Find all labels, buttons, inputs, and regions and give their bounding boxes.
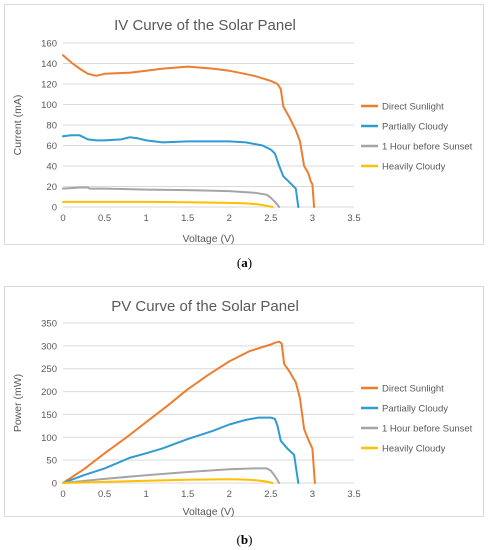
caption-a-letter: a <box>241 255 248 270</box>
caption-b-close: ) <box>248 532 253 547</box>
caption-b-open: ( <box>236 532 241 547</box>
pv-chart-title: PV Curve of the Solar Panel <box>111 298 299 315</box>
iv-y-tick-label: 20 <box>46 182 57 193</box>
iv-y-tick-label: 140 <box>41 59 57 70</box>
pv-x-tick-label: 0.5 <box>98 489 111 500</box>
caption-a-open: ( <box>236 255 242 270</box>
iv-legend-label: Direct Sunlight <box>382 102 444 113</box>
pv-y-tick-label: 200 <box>41 387 57 398</box>
pv-series-line-1-hour-before-sunset <box>62 467 281 484</box>
iv-y-tick-label: 80 <box>46 121 57 132</box>
pv-chart-panel: PV Curve of the Solar Panel 0 50 100 150 200 2… <box>4 286 484 518</box>
pv-legend-label: Direct Sunlight <box>382 384 444 395</box>
iv-chart-panel: IV Curve of the Solar Panel 0 20 40 60 80 100 1… <box>4 4 484 245</box>
caption-a: (a) <box>0 255 489 271</box>
iv-chart-svg: IV Curve of the Solar Panel0204060801001… <box>12 17 473 245</box>
iv-y-tick-label: 0 <box>52 203 57 214</box>
iv-legend-label: Partially Cloudy <box>382 122 448 133</box>
iv-series-line-1-hour-before-sunset <box>62 186 281 208</box>
pv-x-tick-label: 0 <box>60 489 65 500</box>
iv-y-tick-label: 60 <box>46 141 57 152</box>
iv-x-tick-label: 0 <box>60 213 65 224</box>
iv-y-tick-label: 100 <box>41 100 57 111</box>
pv-y-tick-label: 100 <box>41 433 57 444</box>
pv-legend-label: Heavily Cloudy <box>382 444 446 455</box>
iv-x-tick-label: 2.5 <box>264 213 277 224</box>
pv-y-tick-label: 150 <box>41 410 57 421</box>
pv-x-tick-label: 3.5 <box>347 489 360 500</box>
pv-chart-svg: PV Curve of the Solar Panel 0 50 100 150 200 2… <box>12 298 473 518</box>
pv-x-tick-label: 2 <box>227 489 232 500</box>
pv-x-axis-title: Voltage (V) <box>183 506 235 518</box>
caption-b-letter: b <box>240 532 249 547</box>
iv-series-line-partially-cloudy <box>62 134 300 208</box>
iv-x-tick-label: 3.5 <box>347 213 360 224</box>
iv-y-axis-title: Current (mA) <box>12 95 24 156</box>
pv-y-tick-label: 0 <box>52 479 57 490</box>
pv-legend-label: 1 Hour before Sunset <box>382 424 473 435</box>
iv-y-tick-label: 120 <box>41 80 57 91</box>
pv-series-line-partially-cloudy <box>62 416 300 484</box>
iv-x-tick-label: 0.5 <box>98 213 111 224</box>
caption-a-close: ) <box>247 255 253 270</box>
iv-x-tick-label: 2 <box>227 213 232 224</box>
iv-y-tick-label: 160 <box>41 39 57 50</box>
pv-series-line-heavily-cloudy <box>62 478 274 484</box>
pv-legend-label: Partially Cloudy <box>382 404 448 415</box>
pv-y-axis-title: Power (mW) <box>12 374 24 432</box>
pv-y-tick-label: 250 <box>41 364 57 375</box>
iv-chart-title: IV Curve of the Solar Panel <box>114 17 296 34</box>
iv-series-line-heavily-cloudy <box>62 200 274 208</box>
pv-x-tick-label: 3 <box>310 489 315 500</box>
iv-series-line-direct-sunlight <box>62 54 316 208</box>
pv-y-tick-label: 50 <box>46 456 57 467</box>
caption-b: (b) <box>0 532 489 548</box>
iv-x-axis-title: Voltage (V) <box>183 233 235 245</box>
iv-legend-label: 1 Hour before Sunset <box>382 142 473 153</box>
iv-x-tick-label: 3 <box>310 213 315 224</box>
iv-x-tick-label: 1.5 <box>181 213 194 224</box>
iv-x-tick-label: 1 <box>143 213 148 224</box>
pv-y-tick-label: 350 <box>41 319 57 330</box>
pv-x-tick-label: 1 <box>143 489 148 500</box>
pv-series-line-direct-sunlight <box>62 340 316 484</box>
pv-y-tick-label: 300 <box>41 341 57 352</box>
iv-legend-label: Heavily Cloudy <box>382 162 446 173</box>
pv-x-tick-label: 2.5 <box>264 489 277 500</box>
iv-y-tick-label: 40 <box>46 162 57 173</box>
pv-x-tick-label: 1.5 <box>181 489 194 500</box>
